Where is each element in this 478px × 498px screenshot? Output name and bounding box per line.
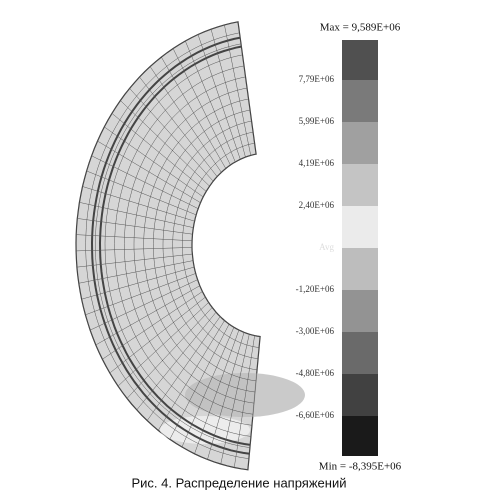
fea-mesh	[76, 22, 305, 470]
legend-label: -4,80E+06	[296, 368, 335, 378]
legend-label: -3,00E+06	[296, 326, 335, 336]
legend-label: -1,20E+06	[296, 284, 335, 294]
legend-min: Min = -8,395E+06	[319, 461, 402, 473]
caption: Рис. 4. Распределение напряжений	[132, 475, 347, 490]
legend-band	[342, 332, 378, 374]
legend-band	[342, 164, 378, 206]
legend-band	[342, 122, 378, 164]
legend-band	[342, 80, 378, 122]
legend-bar	[342, 40, 378, 456]
legend-max: Max = 9,589E+06	[320, 22, 401, 34]
legend-band	[342, 248, 378, 290]
legend-label: 2,40E+06	[299, 200, 335, 210]
legend-band	[342, 416, 378, 456]
legend-label: 4,19E+06	[299, 158, 335, 168]
legend-band	[342, 374, 378, 416]
stress-zone	[160, 416, 250, 444]
legend-band	[342, 40, 378, 80]
legend-label: 7,79E+06	[299, 74, 335, 84]
legend-band	[342, 206, 378, 248]
legend-label: 5,99E+06	[299, 116, 335, 126]
legend-band	[342, 290, 378, 332]
page: Max = 9,589E+06 Min = -8,395E+06 7,79E+0…	[0, 0, 478, 493]
stress-zone	[185, 373, 305, 417]
legend-label: -6,60E+06	[296, 410, 335, 420]
legend-labels: 7,79E+06 5,99E+06 4,19E+06 2,40E+06 Avg -1,20…	[296, 74, 335, 420]
legend-label: Avg	[319, 242, 334, 252]
figure: Max = 9,589E+06 Min = -8,395E+06 7,79E+0…	[0, 0, 478, 493]
